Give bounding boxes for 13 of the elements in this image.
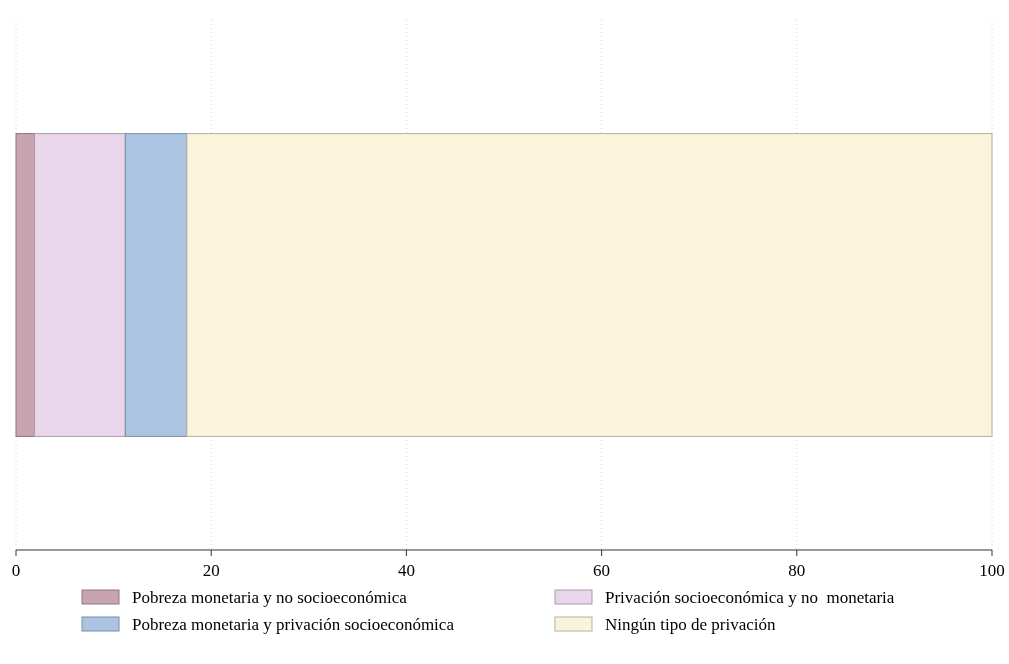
bar — [15, 133, 36, 437]
x-tick-label: 60 — [593, 561, 611, 580]
bar — [34, 133, 126, 437]
x-tick-label: 0 — [11, 561, 21, 580]
bar — [124, 133, 188, 437]
x-tick-label: 20 — [202, 561, 220, 580]
x-tick-label: 100 — [979, 561, 1005, 580]
legend-label: Privación socioeconómica y no monetaria — [605, 588, 895, 607]
x-tick-label: 40 — [397, 561, 415, 580]
x-tick-label: 80 — [788, 561, 806, 580]
legend-label: Pobreza monetaria y privación socioeconómica — [132, 615, 455, 634]
legend-label: Pobreza monetaria y no socioeconómica — [132, 588, 408, 607]
legend-label: Ningún tipo de privación — [605, 615, 776, 634]
